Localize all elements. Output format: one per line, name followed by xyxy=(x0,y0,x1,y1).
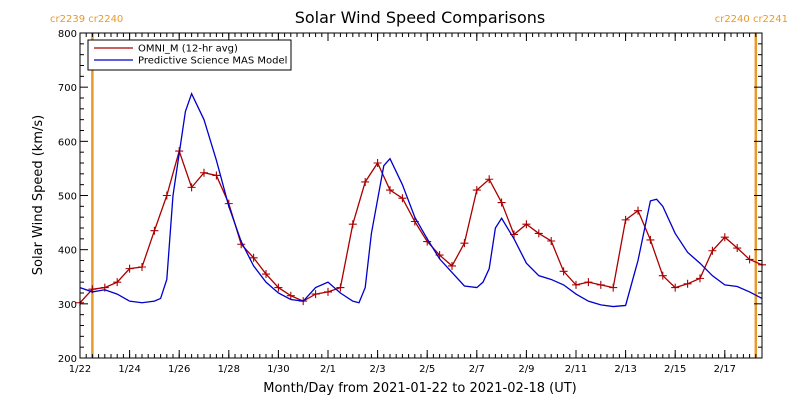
x-tick-label: 2/3 xyxy=(370,364,386,375)
y-tick-label: 800 xyxy=(58,29,77,40)
x-axis-title: Month/Day from 2021-01-22 to 2021-02-18 … xyxy=(263,381,576,396)
data-point xyxy=(522,220,531,229)
data-point xyxy=(634,206,642,215)
data-point xyxy=(671,283,680,292)
chart-title: Solar Wind Speed Comparisons xyxy=(295,8,546,27)
data-point xyxy=(658,271,667,280)
data-point xyxy=(125,264,134,273)
series-layer xyxy=(76,91,766,308)
y-tick-label: 300 xyxy=(58,300,77,311)
data-point xyxy=(373,159,382,167)
legend-label: Predictive Science MAS Model xyxy=(138,56,287,67)
x-tick-label: 2/15 xyxy=(664,364,686,375)
data-point xyxy=(460,239,469,248)
data-point xyxy=(162,191,171,200)
data-point xyxy=(324,287,332,296)
y-axis-title: Solar Wind Speed (km/s) xyxy=(31,115,46,275)
plot-frame xyxy=(79,32,763,359)
series-line-1 xyxy=(79,148,763,304)
data-point xyxy=(646,235,655,244)
data-point xyxy=(547,237,556,245)
x-tick-label: 1/22 xyxy=(69,364,91,375)
data-point xyxy=(311,290,320,299)
x-tick-label: 2/11 xyxy=(565,364,587,375)
legend-label: OMNI_M (12-hr avg) xyxy=(138,44,238,55)
data-point xyxy=(150,226,159,235)
data-point xyxy=(497,198,506,207)
data-point xyxy=(386,186,394,195)
x-tick-label: 2/7 xyxy=(469,364,485,375)
data-point xyxy=(708,246,717,255)
legend-box xyxy=(87,39,292,71)
data-point xyxy=(212,171,221,180)
series-line-2 xyxy=(79,91,763,308)
data-point xyxy=(621,215,630,224)
x-tick-label: 2/13 xyxy=(614,364,636,375)
data-point xyxy=(336,283,345,292)
data-point xyxy=(584,278,593,287)
data-point xyxy=(609,283,618,292)
data-point xyxy=(138,263,146,271)
data-point xyxy=(596,280,605,289)
data-point xyxy=(113,278,122,287)
data-point xyxy=(559,267,568,276)
data-point xyxy=(572,280,580,289)
data-point xyxy=(361,177,370,186)
data-point xyxy=(187,183,196,192)
x-tick-label: 1/28 xyxy=(218,364,240,375)
data-point xyxy=(745,255,754,264)
data-point xyxy=(249,253,258,262)
y-tick-label: 500 xyxy=(58,192,77,203)
x-tick-label: 1/30 xyxy=(267,364,289,375)
data-point xyxy=(348,220,357,229)
data-point xyxy=(472,186,481,195)
y-tick-label: 700 xyxy=(58,83,77,94)
axes: 200 300 400 500 600 700 800 1/22 1/24 1/26 1/28 1/3… xyxy=(58,29,763,375)
data-point xyxy=(485,175,494,184)
data-point xyxy=(200,168,208,177)
data-point xyxy=(683,279,692,288)
data-point xyxy=(398,194,407,203)
data-point xyxy=(733,244,742,253)
x-tick-label: 2/9 xyxy=(518,364,534,375)
data-point xyxy=(720,233,729,242)
data-point xyxy=(262,270,270,279)
data-point xyxy=(448,261,456,270)
legend: OMNI_M (12-hr avg)Predictive Science MAS… xyxy=(87,39,292,71)
x-tick-label: 2/5 xyxy=(419,364,435,375)
y-tick-label: 600 xyxy=(58,137,77,148)
carrington-label: cr2239 cr2240 xyxy=(50,14,123,25)
y-tick-label: 400 xyxy=(58,246,77,257)
x-tick-label: 2/1 xyxy=(320,364,336,375)
x-tick-label: 1/26 xyxy=(168,364,190,375)
data-point xyxy=(286,291,295,300)
carrington-label: cr2240 cr2241 xyxy=(715,14,788,25)
data-point xyxy=(274,283,283,292)
data-point xyxy=(534,229,543,238)
y-tick-label: 200 xyxy=(58,354,77,365)
x-tick-label: 1/24 xyxy=(118,364,140,375)
x-tick-label: 2/17 xyxy=(714,364,736,375)
data-point xyxy=(696,274,704,283)
